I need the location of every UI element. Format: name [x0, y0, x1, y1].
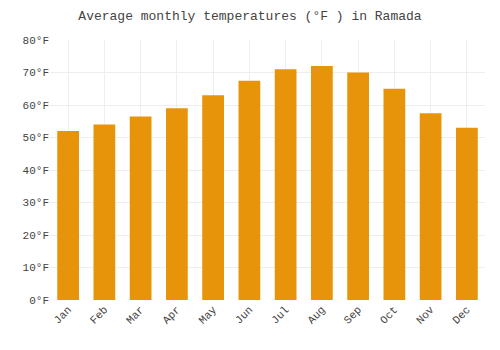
svg-text:Dec: Dec	[450, 304, 472, 326]
svg-text:Feb: Feb	[88, 304, 110, 326]
svg-text:Sep: Sep	[342, 304, 364, 326]
svg-text:70°F: 70°F	[23, 67, 49, 79]
svg-text:0°F: 0°F	[29, 295, 49, 307]
svg-text:Jun: Jun	[233, 304, 255, 326]
svg-text:10°F: 10°F	[23, 262, 49, 274]
svg-text:Aug: Aug	[305, 304, 327, 326]
svg-text:May: May	[197, 304, 220, 327]
svg-text:30°F: 30°F	[23, 197, 49, 209]
svg-text:40°F: 40°F	[23, 165, 49, 177]
svg-text:Jul: Jul	[269, 304, 291, 326]
svg-text:50°F: 50°F	[23, 132, 49, 144]
svg-text:Mar: Mar	[124, 304, 146, 326]
svg-text:Average monthly temperatures (: Average monthly temperatures (°F ) in Ra…	[78, 9, 421, 24]
svg-text:20°F: 20°F	[23, 230, 49, 242]
svg-text:Jan: Jan	[52, 304, 74, 326]
svg-text:80°F: 80°F	[23, 35, 49, 47]
svg-text:Oct: Oct	[378, 304, 400, 326]
svg-text:Nov: Nov	[414, 304, 437, 327]
svg-text:60°F: 60°F	[23, 100, 49, 112]
svg-text:Apr: Apr	[160, 304, 182, 326]
